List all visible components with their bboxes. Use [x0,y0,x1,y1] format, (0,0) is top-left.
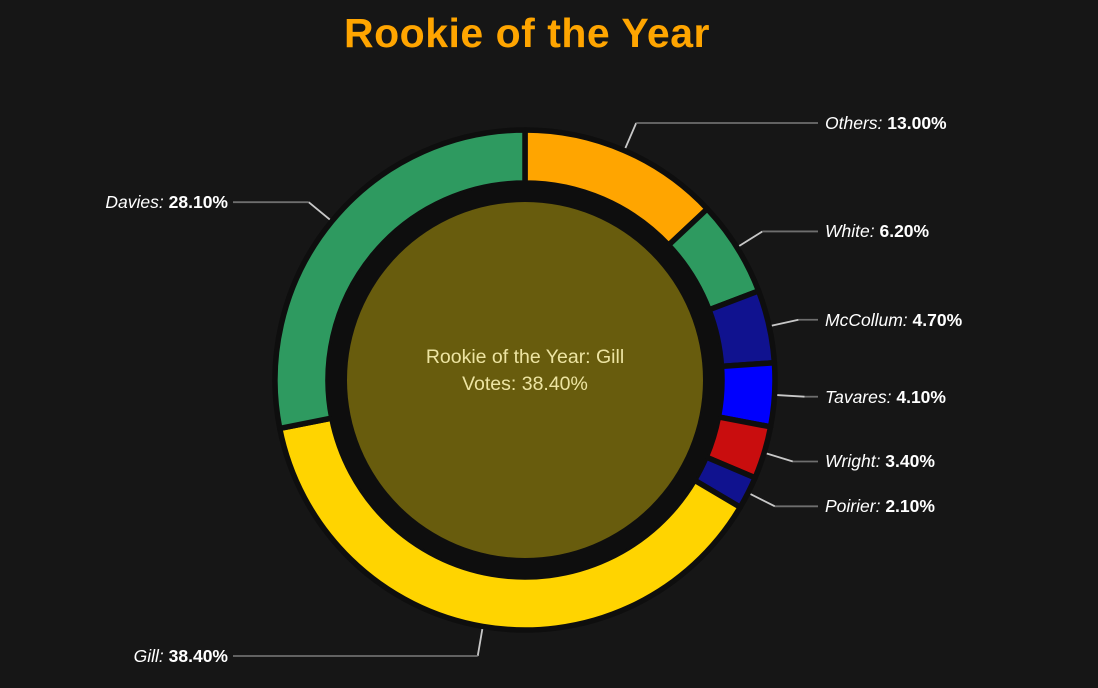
segment-label-name: White [825,221,870,242]
center-label: Rookie of the Year: Gill Votes: 38.40% [325,344,725,398]
segment-label-name: Wright [825,451,876,472]
segment-label-colon: : [875,496,886,517]
segment-label-poirier: Poirier: 2.10% [825,493,935,519]
segment-label-colon: : [875,451,886,472]
segment-label-colon: : [877,113,888,134]
segment-label-value: 28.10% [168,192,228,213]
segment-label-value: 2.10% [885,496,935,517]
donut-center-disc [347,202,703,558]
segment-label-name: Poirier [825,496,876,517]
center-label-line1: Rookie of the Year: Gill [425,346,625,368]
segment-label-value: 38.40% [168,645,228,666]
chart-title: Rookie of the Year [344,10,710,56]
segment-label-value: 6.20% [879,221,930,242]
segment-label-colon: : [902,309,913,330]
segment-label-davies: Davies: 28.10% [105,189,228,215]
segment-label-name: Tavares [825,386,887,407]
segment-label-white: White: 6.20% [825,218,929,244]
segment-label-wright: Wright: 3.40% [825,448,935,474]
segment-label-value: 13.00% [887,113,947,134]
segment-label-gill: Gill: 38.40% [134,643,228,669]
segment-label-name: Others [825,113,878,134]
center-label-line2: Votes: 38.40% [462,373,588,395]
segment-label-colon: : [158,645,169,666]
segment-label-name: Gill [133,645,159,666]
segment-label-value: 4.70% [912,309,963,330]
segment-label-value: 4.10% [896,386,946,407]
pie-segments-group [272,127,778,633]
segment-label-others: Others: 13.00% [825,110,947,136]
segment-label-value: 3.40% [885,451,935,472]
segment-label-name: Davies [105,192,159,213]
segment-label-colon: : [886,386,897,407]
segment-label-colon: : [869,221,880,242]
segment-label-name: McCollum [825,309,903,330]
segment-label-mccollum: McCollum: 4.70% [825,307,962,333]
segment-label-tavares: Tavares: 4.10% [825,384,946,410]
segment-label-colon: : [158,192,169,213]
